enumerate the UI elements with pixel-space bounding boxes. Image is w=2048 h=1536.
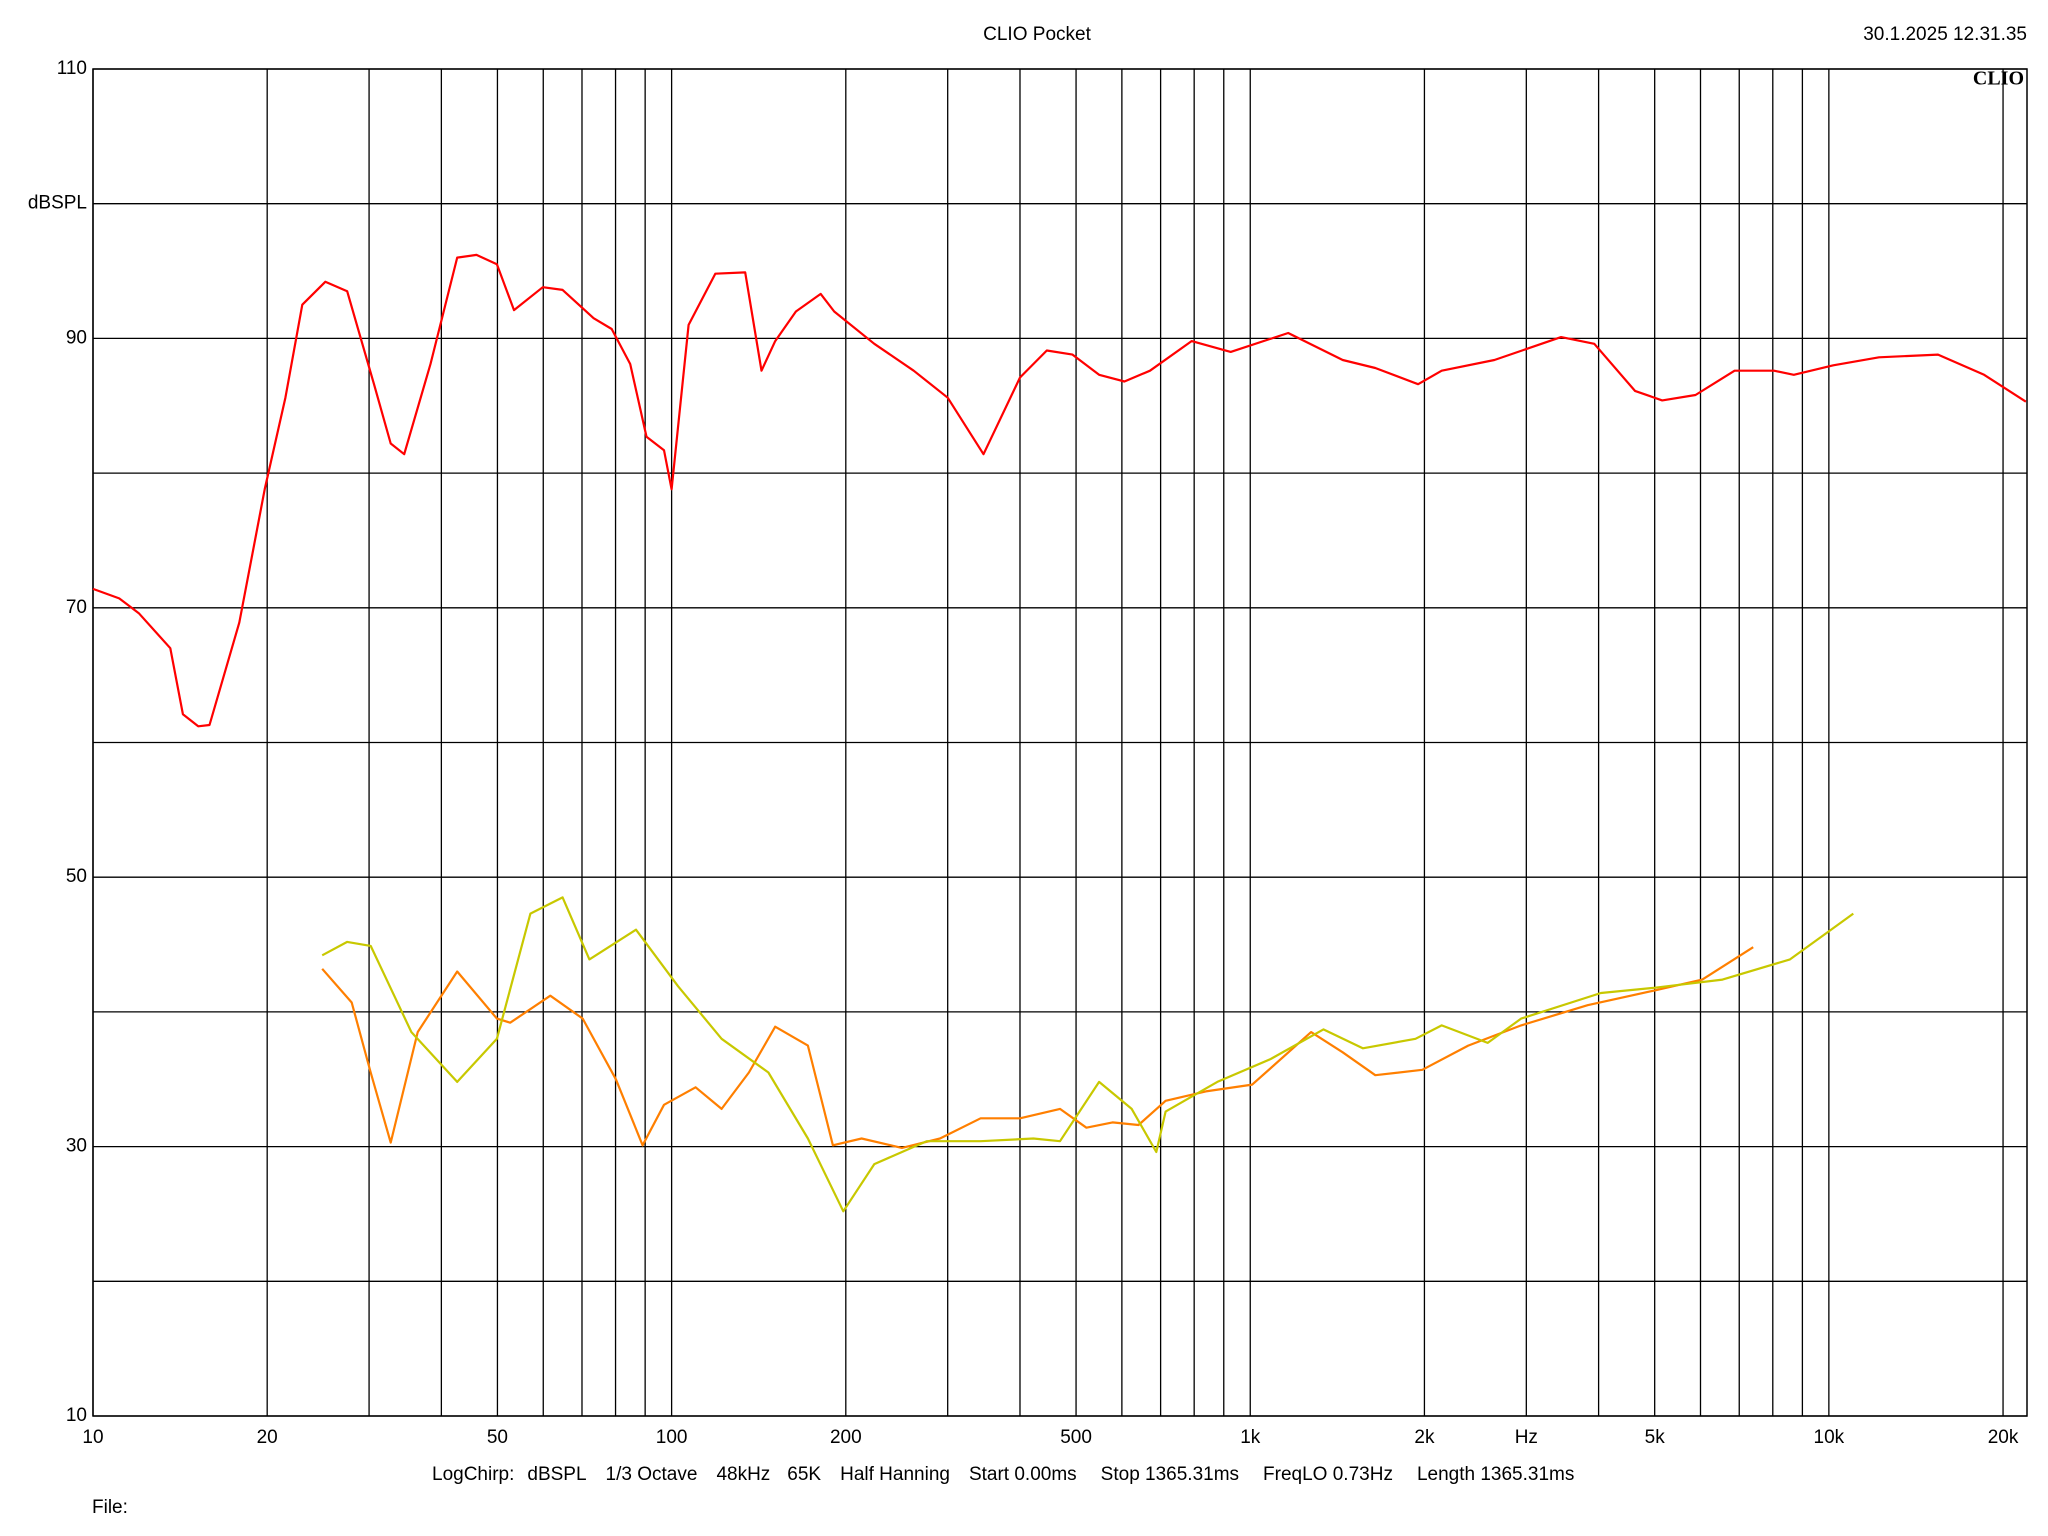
y-tick-label: 30 [66, 1136, 87, 1157]
footer-item: Half Hanning [840, 1464, 950, 1485]
footer-item: 1/3 Octave [606, 1464, 698, 1485]
y-tick-label: 90 [66, 327, 87, 348]
file-label: File: [92, 1497, 128, 1518]
x-tick-label: 10k [1814, 1427, 1845, 1448]
logo: CLIO [1973, 68, 2024, 90]
series-line [92, 253, 2027, 728]
x-tick-label: 2k [1414, 1427, 1435, 1448]
x-tick-label: 5k [1645, 1427, 1666, 1448]
footer-item: 65K [787, 1464, 821, 1485]
x-tick-label: 1k [1240, 1427, 1261, 1448]
timestamp: 30.1.2025 12.31.35 [1863, 24, 2027, 45]
footer-item: Start 0.00ms [969, 1464, 1077, 1485]
y-tick-label: 10 [66, 1405, 87, 1426]
chart-title: CLIO Pocket [983, 24, 1091, 45]
x-tick-label: 10 [82, 1427, 103, 1448]
footer-item: Stop 1365.31ms [1101, 1464, 1239, 1485]
series-line [321, 896, 1854, 1213]
footer-item: dBSPL [527, 1464, 586, 1485]
footer-item: 48kHz [716, 1464, 770, 1485]
footer-item: Length 1365.31ms [1417, 1464, 1574, 1485]
y-axis-label: dBSPL [28, 193, 87, 214]
series-line [321, 946, 1754, 1149]
x-tick-label: 20k [1988, 1427, 2019, 1448]
footer-item: LogChirp: [432, 1464, 514, 1485]
x-tick-label: 100 [656, 1427, 688, 1448]
y-tick-label: 70 [66, 597, 87, 618]
x-axis-label: Hz [1515, 1427, 1538, 1448]
y-tick-label: 50 [66, 866, 87, 887]
x-tick-label: 500 [1060, 1427, 1092, 1448]
x-tick-label: 50 [487, 1427, 508, 1448]
y-tick-label: 110 [57, 58, 87, 79]
x-tick-label: 200 [830, 1427, 862, 1448]
footer-item: FreqLO 0.73Hz [1263, 1464, 1393, 1485]
x-tick-label: 20 [257, 1427, 278, 1448]
